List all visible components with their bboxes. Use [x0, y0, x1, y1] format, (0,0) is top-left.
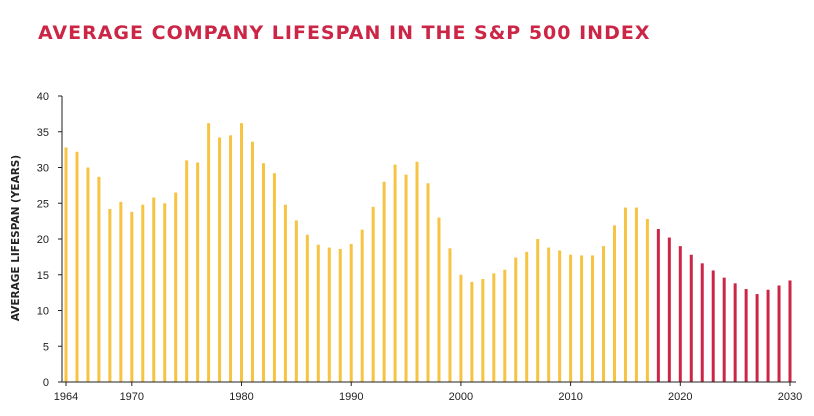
- bar-2005: [514, 257, 518, 382]
- bar-2003: [492, 273, 496, 382]
- bar-1966: [86, 167, 90, 382]
- bar-1995: [404, 174, 408, 382]
- x-tick-label: 1964: [54, 391, 78, 403]
- bar-2013: [602, 246, 606, 382]
- bar-1971: [141, 204, 145, 382]
- bar-1992: [371, 206, 375, 382]
- bar-2010: [569, 254, 573, 382]
- bar-1967: [97, 176, 101, 382]
- bar-1993: [382, 181, 386, 382]
- bar-1989: [338, 249, 342, 382]
- bar-1983: [272, 173, 276, 382]
- x-tick-label: 2000: [449, 391, 473, 403]
- bar-2030: [788, 280, 792, 382]
- bar-2016: [634, 207, 638, 382]
- x-tick-label: 1970: [120, 391, 144, 403]
- bar-1997: [426, 183, 430, 382]
- y-tick-label: 30: [37, 163, 49, 175]
- bar-2011: [580, 255, 584, 382]
- chart-title: AVERAGE COMPANY LIFESPAN IN THE S&P 500 …: [38, 22, 651, 44]
- bar-1984: [283, 204, 287, 382]
- bar-1988: [327, 247, 331, 382]
- bar-2009: [558, 250, 562, 382]
- bar-1980: [240, 123, 244, 383]
- bar-1974: [174, 192, 178, 382]
- bar-1964: [64, 147, 68, 382]
- bar-2001: [470, 281, 474, 382]
- y-tick-label: 25: [37, 198, 49, 210]
- y-tick-label: 20: [37, 234, 49, 246]
- bar-2025: [733, 283, 737, 382]
- bar-1998: [437, 217, 441, 382]
- y-tick-label: 5: [43, 341, 49, 353]
- y-tick-label: 0: [43, 377, 49, 389]
- bar-1968: [108, 208, 112, 382]
- bar-1986: [305, 234, 309, 382]
- x-tick-label: 2030: [778, 391, 802, 403]
- bar-2002: [481, 279, 485, 382]
- bar-2027: [755, 294, 759, 382]
- bar-2019: [667, 237, 671, 382]
- bar-2012: [591, 255, 595, 382]
- bar-2014: [612, 225, 616, 382]
- bar-2015: [623, 207, 627, 382]
- bar-2020: [678, 246, 682, 382]
- bar-1979: [229, 135, 233, 382]
- bar-1981: [250, 141, 254, 382]
- x-tick-label: 2020: [668, 391, 692, 403]
- x-tick-label: 2010: [558, 391, 582, 403]
- bar-1976: [196, 162, 200, 382]
- x-tick-label: 1980: [229, 391, 253, 403]
- bar-2017: [645, 218, 649, 382]
- y-tick-label: 10: [37, 306, 49, 318]
- bar-1972: [152, 197, 156, 382]
- bar-2028: [766, 289, 770, 382]
- bar-2018: [656, 228, 660, 382]
- bar-2029: [777, 285, 781, 382]
- bar-2024: [722, 277, 726, 382]
- y-tick-label: 40: [37, 91, 49, 103]
- bar-2026: [744, 289, 748, 382]
- y-axis-label: AVERAGE LIFESPAN (YEARS): [10, 155, 22, 321]
- bar-1975: [185, 160, 189, 382]
- bar-2022: [700, 263, 704, 382]
- y-tick-label: 35: [37, 127, 49, 139]
- axes-group: 0 5 10 15 20 25 30 35 40 1964 1970 1980 1990 2000 2010…: [37, 91, 802, 403]
- x-tick-label: 1990: [339, 391, 363, 403]
- bar-1991: [360, 229, 364, 382]
- bar-1994: [393, 164, 397, 382]
- bar-1990: [349, 244, 353, 382]
- bar-1970: [130, 211, 134, 382]
- bar-2007: [536, 239, 540, 382]
- bar-1969: [119, 201, 123, 382]
- bar-1985: [294, 220, 298, 382]
- bar-2008: [547, 247, 551, 382]
- bar-1973: [163, 203, 167, 382]
- bar-1982: [261, 163, 265, 382]
- bar-1999: [448, 248, 452, 382]
- bars-group: [64, 123, 792, 383]
- bar-1978: [218, 137, 222, 382]
- bar-2006: [525, 251, 529, 382]
- bar-1996: [415, 161, 419, 382]
- bar-2000: [459, 274, 463, 382]
- bar-1987: [316, 244, 320, 382]
- bar-1977: [207, 123, 211, 383]
- bar-2023: [711, 270, 715, 382]
- bar-1965: [75, 151, 79, 382]
- bar-2004: [503, 269, 507, 382]
- y-tick-label: 15: [37, 270, 49, 282]
- bar-2021: [689, 254, 693, 382]
